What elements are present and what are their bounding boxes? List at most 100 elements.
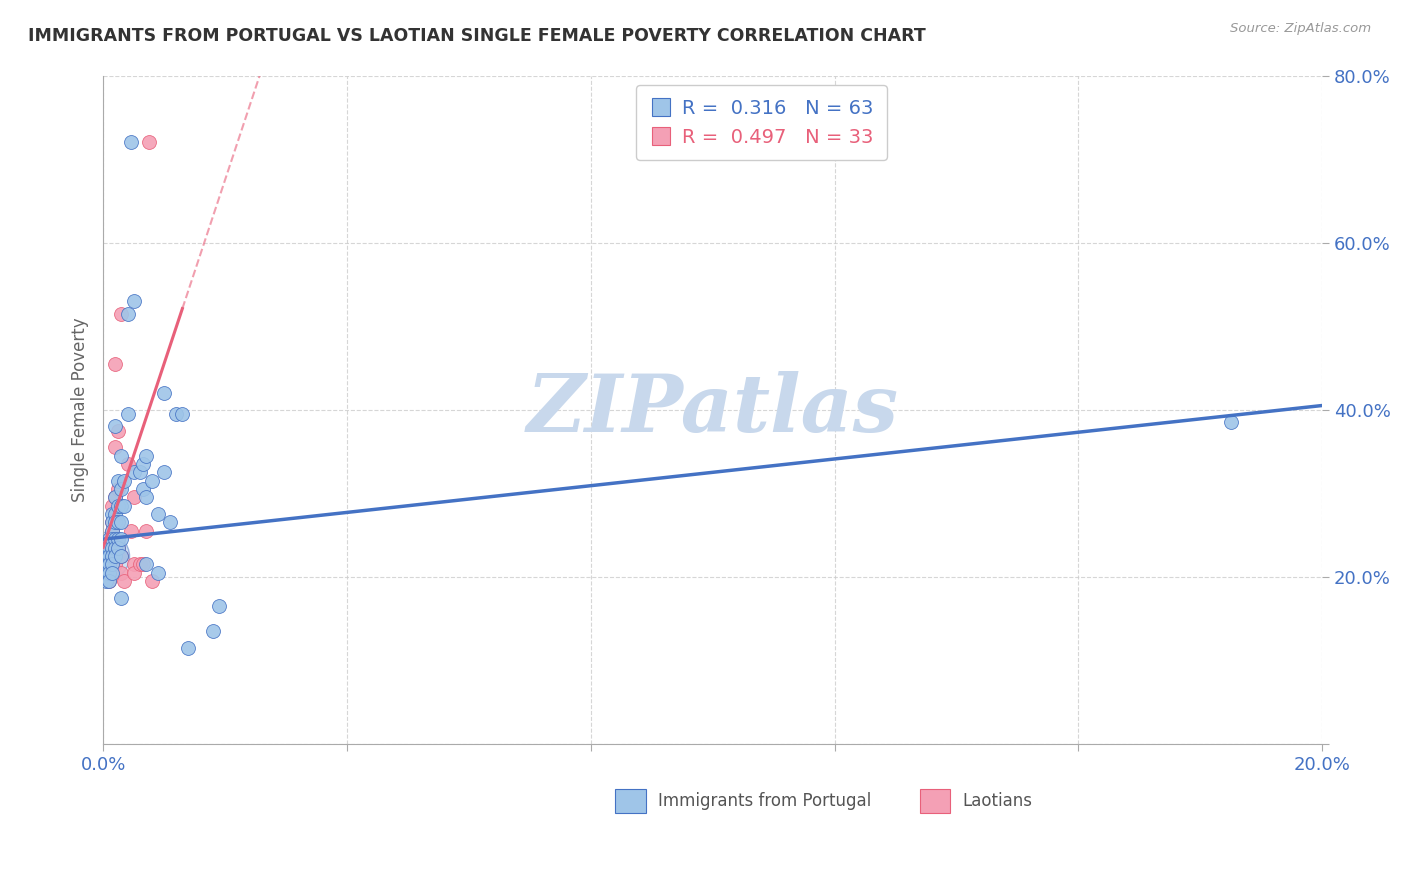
Point — [110, 307, 132, 321]
Point — [98, 532, 121, 546]
Point — [153, 466, 176, 480]
Point — [110, 449, 132, 463]
Point — [132, 482, 155, 496]
Point — [135, 449, 157, 463]
Point — [114, 499, 136, 513]
Point — [135, 558, 157, 572]
Point — [128, 466, 150, 480]
Point — [98, 574, 121, 588]
Point — [96, 574, 118, 588]
Point — [135, 491, 157, 505]
Point — [122, 294, 145, 309]
Point — [110, 591, 132, 605]
Point — [107, 424, 129, 438]
Point — [132, 457, 155, 471]
Point — [104, 532, 127, 546]
Point — [98, 558, 121, 572]
Point — [114, 474, 136, 488]
Text: IMMIGRANTS FROM PORTUGAL VS LAOTIAN SINGLE FEMALE POVERTY CORRELATION CHART: IMMIGRANTS FROM PORTUGAL VS LAOTIAN SING… — [28, 27, 927, 45]
Point — [110, 566, 132, 580]
Point — [146, 507, 169, 521]
Point — [94, 549, 117, 563]
Point — [101, 549, 124, 563]
Point — [117, 407, 139, 421]
Point — [98, 541, 121, 555]
Point — [138, 136, 160, 150]
Point — [122, 558, 145, 572]
Point — [122, 491, 145, 505]
Point — [208, 599, 231, 613]
Point — [107, 541, 129, 555]
Point — [146, 566, 169, 580]
Point — [101, 558, 124, 572]
Point — [96, 558, 118, 572]
Point — [165, 407, 187, 421]
Point — [110, 532, 132, 546]
Point — [141, 474, 163, 488]
Point — [104, 549, 127, 563]
Point — [101, 516, 124, 530]
Point — [98, 566, 121, 580]
Point — [122, 566, 145, 580]
Point — [104, 507, 127, 521]
Point — [101, 524, 124, 538]
Point — [110, 516, 132, 530]
Point — [96, 566, 118, 580]
Point — [107, 532, 129, 546]
Point — [107, 482, 129, 496]
Point — [122, 466, 145, 480]
Point — [104, 541, 127, 555]
Point — [117, 457, 139, 471]
Point — [135, 524, 157, 538]
Point — [98, 549, 121, 563]
Point — [98, 549, 121, 563]
Point — [1219, 415, 1241, 429]
Point — [172, 407, 194, 421]
Point — [101, 541, 124, 555]
Point — [98, 574, 121, 588]
Point — [120, 524, 142, 538]
Text: Laotians: Laotians — [963, 791, 1032, 810]
Point — [96, 558, 118, 572]
Legend: R =  0.316   N = 63, R =  0.497   N = 33: R = 0.316 N = 63, R = 0.497 N = 33 — [636, 86, 887, 161]
Point — [104, 558, 127, 572]
Point — [114, 574, 136, 588]
FancyBboxPatch shape — [920, 789, 950, 813]
Point — [98, 566, 121, 580]
Point — [177, 640, 200, 655]
Point — [110, 499, 132, 513]
Point — [101, 507, 124, 521]
Point — [104, 419, 127, 434]
Point — [153, 386, 176, 401]
Text: ZIPatlas: ZIPatlas — [527, 371, 898, 449]
Point — [104, 491, 127, 505]
Point — [101, 532, 124, 546]
Point — [98, 558, 121, 572]
Point — [96, 549, 118, 563]
Point — [107, 499, 129, 513]
FancyBboxPatch shape — [616, 789, 645, 813]
Point — [101, 524, 124, 538]
Text: Immigrants from Portugal: Immigrants from Portugal — [658, 791, 872, 810]
Point — [201, 624, 224, 638]
Point — [107, 541, 129, 555]
Point — [141, 574, 163, 588]
Point — [110, 549, 132, 563]
Point — [98, 541, 121, 555]
Point — [101, 516, 124, 530]
Point — [117, 307, 139, 321]
Point — [104, 516, 127, 530]
Point — [96, 549, 118, 563]
Point — [96, 541, 118, 555]
Point — [101, 499, 124, 513]
Point — [159, 516, 181, 530]
Point — [120, 136, 142, 150]
Point — [104, 357, 127, 371]
Point — [101, 532, 124, 546]
Point — [104, 549, 127, 563]
Point — [110, 549, 132, 563]
Text: Source: ZipAtlas.com: Source: ZipAtlas.com — [1230, 22, 1371, 36]
Point — [110, 482, 132, 496]
Point — [132, 558, 155, 572]
Point — [107, 516, 129, 530]
